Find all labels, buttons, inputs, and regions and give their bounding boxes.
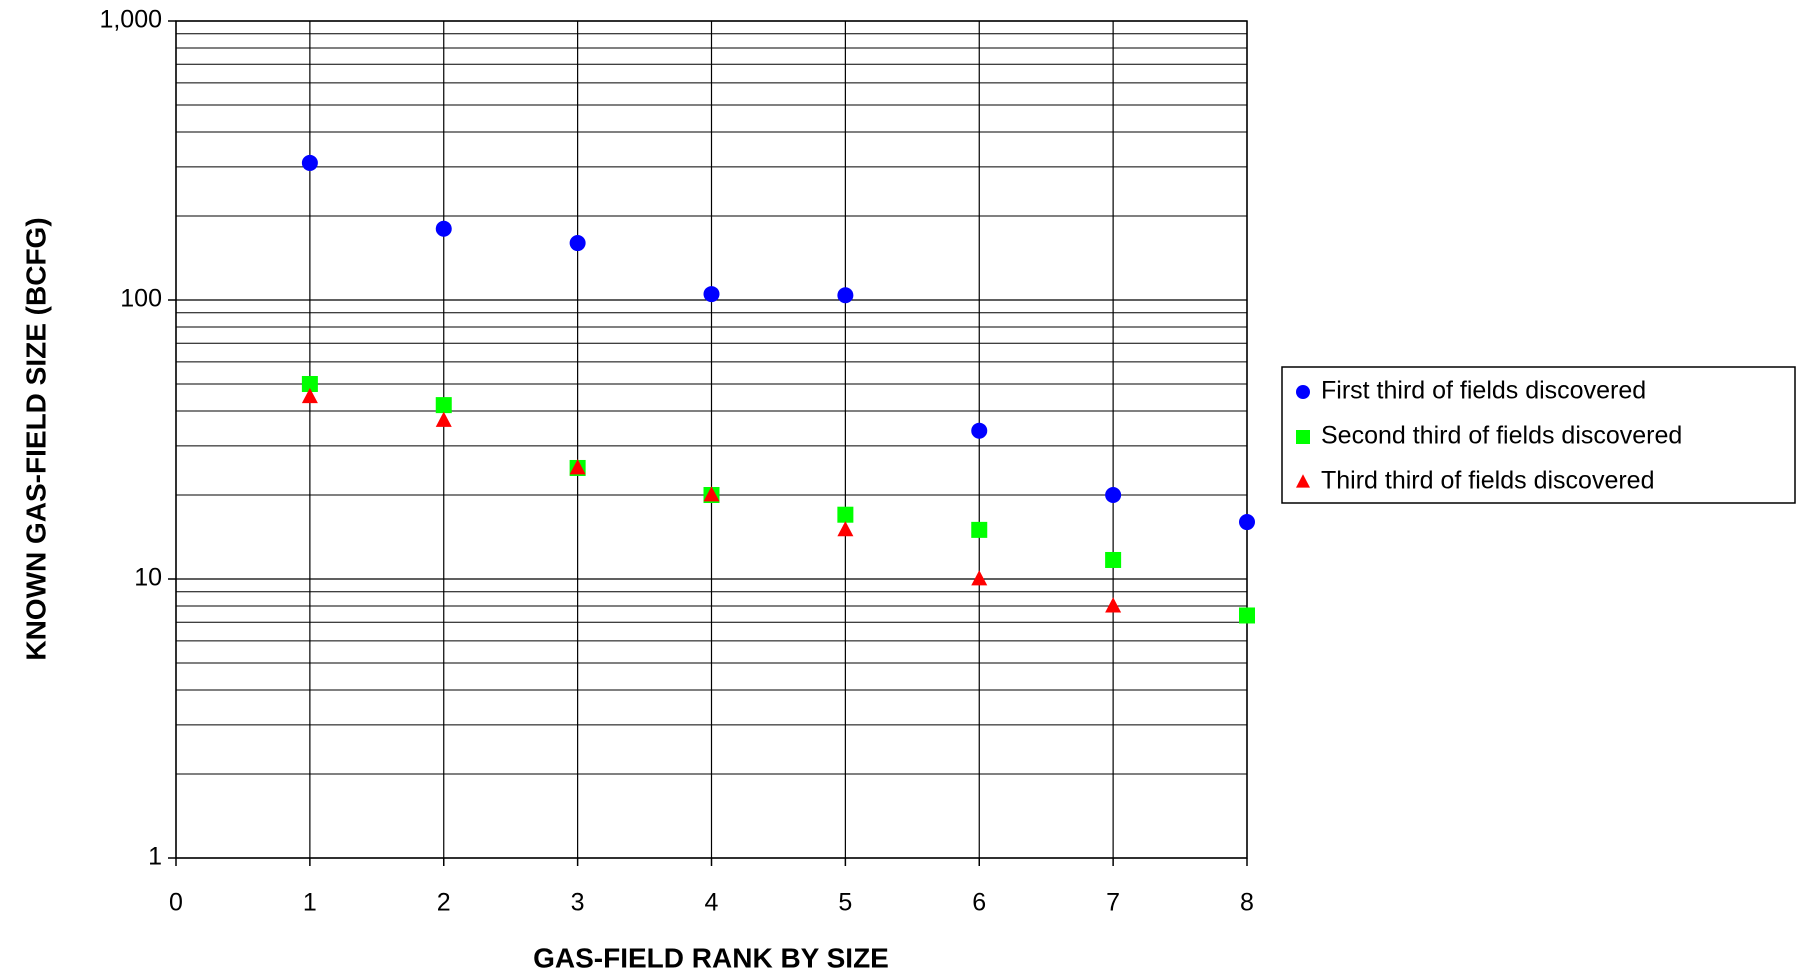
point xyxy=(1105,551,1122,568)
x-tick-label: 6 xyxy=(972,889,986,917)
point xyxy=(569,235,586,252)
plot-frame xyxy=(175,20,1248,859)
point xyxy=(301,387,318,404)
legend-box xyxy=(1281,366,1796,504)
point xyxy=(569,459,586,475)
point xyxy=(1239,607,1255,624)
point xyxy=(703,286,720,303)
point xyxy=(971,570,988,586)
y-tick-label: 1,000 xyxy=(99,6,162,34)
point xyxy=(1105,487,1122,504)
y-tick-label: 1 xyxy=(148,843,162,871)
point xyxy=(837,506,854,523)
x-tick-label: 1 xyxy=(303,889,317,917)
x-tick-label: 4 xyxy=(705,889,719,917)
x-tick-label: 8 xyxy=(1240,889,1254,917)
point xyxy=(435,397,452,414)
x-axis-title: GAS-FIELD RANK BY SIZE xyxy=(533,942,889,973)
point xyxy=(301,154,318,171)
point xyxy=(971,521,988,538)
x-tick-label: 7 xyxy=(1106,889,1120,917)
point xyxy=(837,287,854,304)
point xyxy=(837,521,854,537)
point xyxy=(435,220,452,237)
point xyxy=(1105,597,1122,613)
legend-label: Third third of fields discovered xyxy=(1321,467,1654,495)
x-tick-label: 2 xyxy=(437,889,451,917)
y-axis-title: KNOWN GAS-FIELD SIZE (BCFG) xyxy=(20,217,51,660)
point xyxy=(1239,514,1255,531)
point xyxy=(703,486,720,502)
x-tick-label: 0 xyxy=(169,889,183,917)
point xyxy=(435,411,452,427)
y-tick-label: 10 xyxy=(134,564,162,592)
legend-label: Second third of fields discovered xyxy=(1321,422,1682,450)
x-tick-label: 3 xyxy=(571,889,585,917)
point xyxy=(971,422,988,439)
x-tick-label: 5 xyxy=(838,889,852,917)
point xyxy=(301,375,318,392)
legend-marker xyxy=(1296,430,1310,444)
legend-marker xyxy=(1296,385,1310,399)
legend-marker xyxy=(1296,474,1310,488)
legend-label: First third of fields discovered xyxy=(1321,377,1646,405)
y-tick-label: 100 xyxy=(120,285,162,313)
